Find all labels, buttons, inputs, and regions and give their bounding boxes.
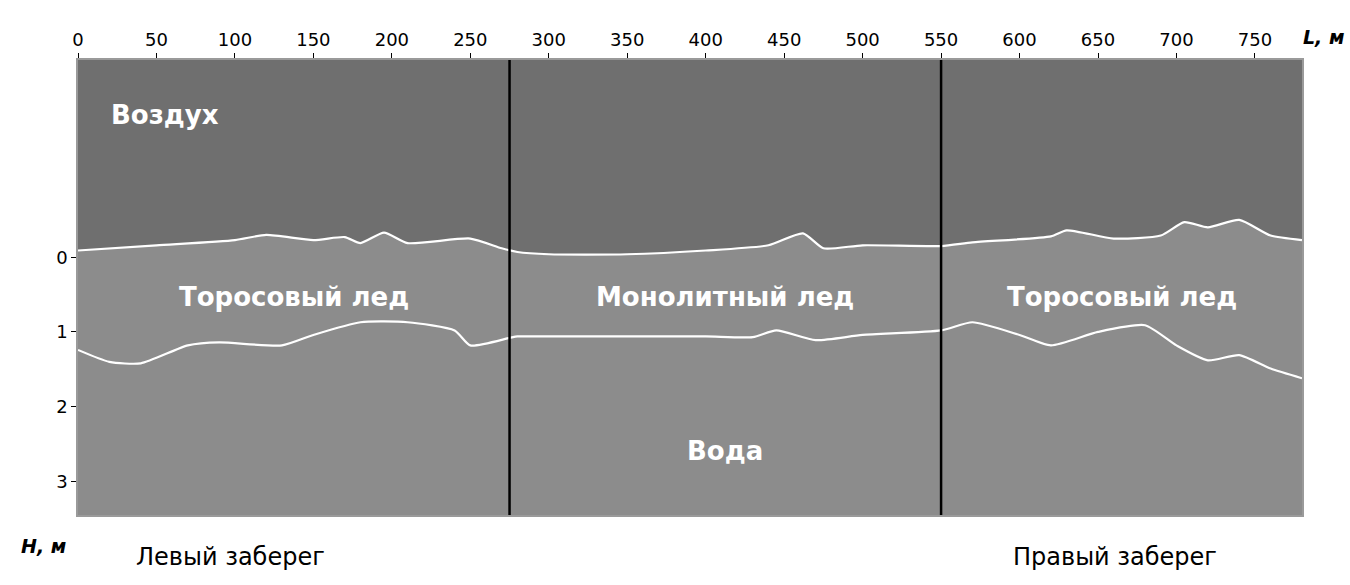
- svg-text:150: 150: [296, 29, 330, 50]
- svg-text:450: 450: [767, 29, 801, 50]
- svg-text:3: 3: [56, 471, 67, 492]
- svg-text:2: 2: [56, 396, 67, 417]
- svg-text:Вода: Вода: [687, 436, 763, 466]
- svg-text:600: 600: [1002, 29, 1036, 50]
- svg-text:700: 700: [1159, 29, 1193, 50]
- svg-text:Воздух: Воздух: [111, 100, 219, 130]
- svg-text:200: 200: [375, 29, 409, 50]
- svg-text:650: 650: [1081, 29, 1115, 50]
- svg-text:Торосовый лед: Торосовый лед: [1007, 282, 1237, 312]
- svg-text:750: 750: [1238, 29, 1272, 50]
- svg-text:300: 300: [532, 29, 566, 50]
- svg-text:400: 400: [689, 29, 723, 50]
- svg-text:H, м: H, м: [21, 535, 66, 557]
- svg-text:L, м: L, м: [1303, 26, 1344, 48]
- svg-text:Монолитный лед: Монолитный лед: [596, 282, 854, 312]
- svg-text:0: 0: [72, 29, 83, 50]
- svg-text:1: 1: [56, 321, 67, 342]
- svg-text:500: 500: [845, 29, 879, 50]
- svg-text:Левый заберег: Левый заберег: [136, 543, 325, 571]
- svg-text:50: 50: [145, 29, 168, 50]
- svg-text:250: 250: [453, 29, 487, 50]
- svg-text:100: 100: [218, 29, 252, 50]
- svg-text:0: 0: [56, 247, 67, 268]
- svg-text:Правый заберег: Правый заберег: [1013, 543, 1217, 571]
- svg-text:550: 550: [924, 29, 958, 50]
- svg-text:350: 350: [610, 29, 644, 50]
- svg-text:Торосовый лед: Торосовый лед: [179, 282, 409, 312]
